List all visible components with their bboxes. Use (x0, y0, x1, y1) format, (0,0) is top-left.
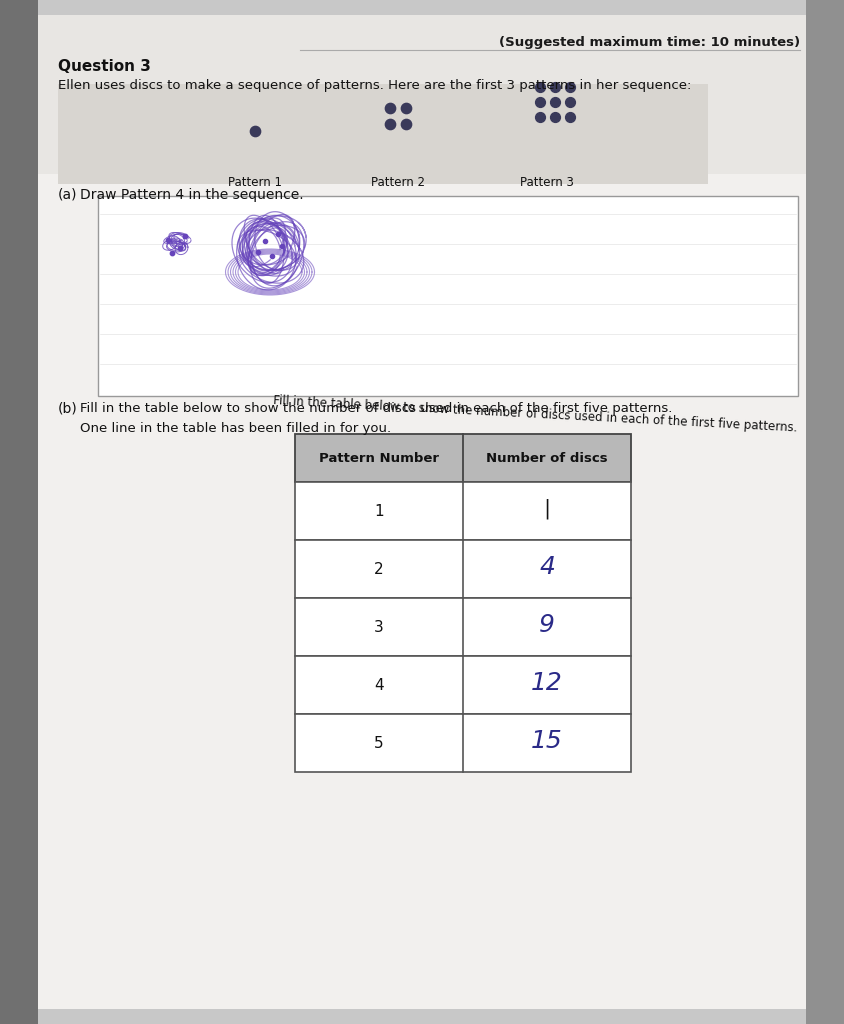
Text: Pattern Number: Pattern Number (319, 452, 439, 465)
Point (399, 116, 413, 132)
Point (271, 226, 284, 243)
Point (563, 94, 576, 111)
Point (549, 109, 562, 125)
Point (563, 109, 576, 125)
Bar (806, 0, 844, 1024)
Point (165, 245, 179, 261)
Text: 9: 9 (539, 613, 555, 637)
Text: (Suggested maximum time: 10 minutes): (Suggested maximum time: 10 minutes) (499, 36, 800, 49)
Bar (0, 0, 38, 1024)
Point (533, 109, 547, 125)
Bar (295, 482, 631, 540)
Text: 1: 1 (374, 504, 384, 518)
Text: Ellen uses discs to make a sequence of patterns. Here are the first 3 patterns i: Ellen uses discs to make a sequence of p… (58, 79, 691, 92)
Point (178, 227, 192, 244)
Bar (98, 196, 798, 396)
Point (248, 123, 262, 139)
Bar (295, 656, 631, 714)
Text: (a): (a) (58, 188, 78, 202)
Text: Draw Pattern 4 in the sequence.: Draw Pattern 4 in the sequence. (80, 188, 304, 202)
Point (275, 238, 289, 254)
Point (399, 99, 413, 116)
Text: Number of discs: Number of discs (486, 452, 608, 465)
Text: Pattern 3: Pattern 3 (520, 176, 574, 189)
Point (549, 79, 562, 95)
Text: Fill in the table below to show the number of discs used in each of the first fi: Fill in the table below to show the numb… (273, 394, 798, 434)
Text: 15: 15 (531, 729, 563, 753)
Point (252, 244, 265, 260)
Text: 4: 4 (374, 678, 384, 692)
Bar (295, 598, 631, 656)
Text: Fill in the table below to show the number of discs used in each of the first fi: Fill in the table below to show the numb… (80, 402, 673, 415)
Point (161, 231, 175, 248)
Point (383, 116, 397, 132)
Point (533, 79, 547, 95)
Bar (295, 434, 631, 482)
Text: 5: 5 (374, 735, 384, 751)
Point (265, 248, 279, 264)
Point (173, 240, 187, 256)
Text: Question 3: Question 3 (58, 59, 151, 74)
Text: One line in the table has been filled in for you.: One line in the table has been filled in… (80, 422, 391, 435)
Text: 4: 4 (539, 555, 555, 579)
Text: 12: 12 (531, 671, 563, 695)
Text: |: | (544, 499, 550, 519)
Point (258, 232, 272, 249)
Bar (295, 540, 631, 598)
Text: Pattern 1: Pattern 1 (228, 176, 282, 189)
Point (383, 99, 397, 116)
Bar (295, 714, 631, 772)
Bar (58, 84, 708, 184)
Text: 2: 2 (374, 561, 384, 577)
Point (533, 94, 547, 111)
Text: Pattern 2: Pattern 2 (371, 176, 425, 189)
Text: 3: 3 (374, 620, 384, 635)
Point (549, 94, 562, 111)
Text: (b): (b) (58, 402, 78, 416)
Point (563, 79, 576, 95)
Bar (38, 15, 806, 174)
